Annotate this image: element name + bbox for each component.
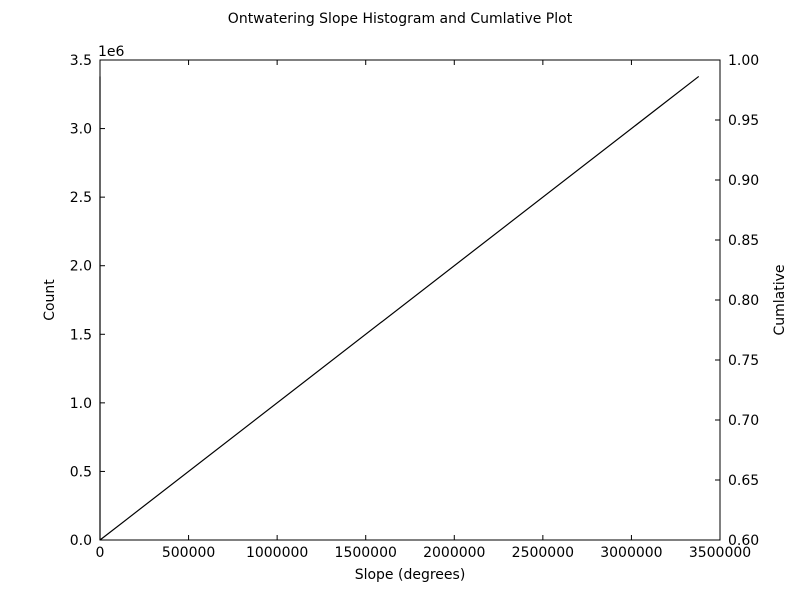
x-tick-label: 1000000 (246, 545, 308, 561)
y2-tick-label: 0.90 (728, 173, 759, 189)
x-tick-label: 3500000 (689, 545, 751, 561)
x-tick-label: 1500000 (335, 545, 397, 561)
y-tick-label: 1.0 (70, 396, 92, 412)
y-axis-label: Count (42, 279, 58, 321)
y2-tick-label: 0.65 (728, 473, 759, 489)
y2-tick-label: 0.85 (728, 233, 759, 249)
x-tick-label: 2500000 (512, 545, 574, 561)
y-tick-label: 3.5 (70, 53, 92, 69)
x-tick-label: 0 (96, 545, 105, 561)
y-tick-label: 0.5 (70, 464, 92, 480)
y2-tick-label: 0.75 (728, 353, 759, 369)
x-axis-ticks: 0 500000 1000000 1500000 2000000 2500000 30000… (96, 60, 751, 561)
x-tick-label: 3000000 (600, 545, 662, 561)
y-tick-label: 2.5 (70, 190, 92, 206)
x-axis-label: Slope (degrees) (355, 567, 466, 583)
y-axis-ticks: 0.0 0.5 1.0 1.5 2.0 2.5 3.0 3.5 (70, 53, 105, 549)
y-tick-label: 0.0 (70, 533, 92, 549)
y2-tick-label: 0.95 (728, 113, 759, 129)
x-tick-label: 500000 (162, 545, 215, 561)
series-line-0 (99, 75, 700, 541)
y-offset-label: 1e6 (98, 44, 125, 60)
y2-tick-label: 0.70 (728, 413, 759, 429)
y2-axis-ticks: 0.60 0.65 0.70 0.75 0.80 0.85 0.90 0.95 1.00 (715, 53, 759, 549)
chart-title: Ontwatering Slope Histogram and Cumlativ… (228, 11, 573, 27)
y-tick-label: 2.0 (70, 259, 92, 275)
y2-axis-label: Cumlative (772, 264, 788, 335)
y2-tick-label: 1.00 (728, 53, 759, 69)
y-tick-label: 3.0 (70, 122, 92, 138)
y2-tick-label: 0.60 (728, 533, 759, 549)
y-tick-label: 1.5 (70, 327, 92, 343)
series-layer (99, 75, 700, 541)
x-tick-label: 2000000 (423, 545, 485, 561)
y2-tick-label: 0.80 (728, 293, 759, 309)
